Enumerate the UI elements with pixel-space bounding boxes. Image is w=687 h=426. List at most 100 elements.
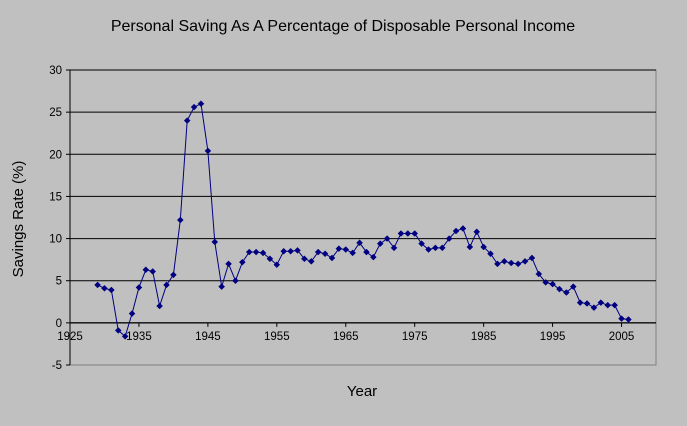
data-point: [494, 260, 501, 268]
data-point: [280, 247, 288, 255]
data-point: [170, 271, 177, 279]
x-tick-label: 1945: [195, 331, 221, 343]
x-tick-label: 1985: [471, 331, 497, 343]
x-tick-label: 1955: [264, 331, 290, 343]
data-point: [452, 227, 460, 235]
data-point: [190, 103, 198, 111]
data-point: [473, 228, 481, 236]
data-point: [611, 301, 618, 309]
data-point: [404, 230, 412, 237]
data-point: [225, 260, 232, 268]
data-point: [390, 244, 398, 252]
data-point: [542, 279, 550, 286]
data-point: [487, 250, 494, 258]
data-point: [245, 248, 253, 256]
data-point: [321, 250, 329, 258]
y-tick-label: 30: [49, 65, 62, 77]
data-point: [480, 243, 488, 251]
data-point: [363, 248, 370, 256]
data-point: [287, 247, 294, 255]
data-point: [500, 257, 508, 265]
data-point: [108, 286, 115, 294]
y-tick-label: 10: [49, 234, 62, 246]
data-point: [625, 316, 632, 323]
data-point: [218, 283, 226, 290]
data-point: [521, 257, 529, 265]
data-point: [425, 246, 432, 253]
data-point: [445, 235, 453, 242]
data-point: [507, 259, 515, 267]
x-tick-label: 1925: [57, 331, 83, 343]
data-point: [459, 225, 467, 232]
data-point: [204, 147, 212, 155]
data-point: [197, 100, 205, 108]
data-point: [335, 245, 343, 253]
data-point: [618, 315, 625, 322]
x-tick-labels: 1925 1935 1945 1955 1965 1975 1985 1995 2005: [57, 331, 634, 343]
data-point: [211, 238, 219, 246]
y-tick-labels: 30 25 20 15 10 5 0 -5: [49, 65, 62, 372]
data-point: [273, 261, 281, 269]
data-point: [383, 235, 391, 242]
data-point: [397, 230, 405, 237]
data-point: [128, 310, 136, 317]
data-point: [259, 249, 267, 257]
data-point: [376, 240, 384, 247]
data-point: [183, 117, 191, 124]
x-tick-label: 1965: [333, 331, 359, 343]
data-point: [418, 240, 425, 247]
data-point: [535, 270, 543, 278]
axes: [66, 69, 656, 366]
data-point: [252, 248, 260, 256]
y-tick-label: 25: [49, 107, 62, 119]
y-tick-label: -5: [52, 360, 62, 372]
data-point: [583, 300, 591, 307]
data-point: [101, 284, 108, 292]
plot-area: [69, 69, 657, 366]
data-point: [590, 304, 598, 312]
data-point: [604, 301, 612, 309]
y-tick-label: 0: [56, 318, 62, 330]
data-point: [163, 281, 170, 289]
data-point: [238, 258, 246, 266]
x-tick-label: 1935: [126, 331, 152, 343]
x-axis-title: Year: [347, 383, 377, 400]
x-tick-label: 1975: [402, 331, 428, 343]
data-point: [432, 244, 439, 252]
data-point: [142, 266, 150, 274]
data-point: [349, 249, 357, 257]
data-point: [466, 243, 474, 251]
series-group: [94, 100, 632, 340]
data-point: [232, 277, 239, 285]
data-point: [328, 254, 336, 262]
data-point: [597, 299, 605, 306]
data-point: [528, 254, 536, 262]
chart-title: Personal Saving As A Percentage of Dispo…: [111, 18, 575, 35]
y-axis-title: Savings Rate (%): [10, 161, 27, 278]
data-point: [576, 299, 584, 306]
data-point: [176, 216, 184, 224]
data-point: [569, 283, 577, 290]
data-point: [556, 285, 563, 293]
y-tick-label: 15: [49, 191, 62, 203]
data-point: [563, 289, 570, 296]
data-point: [314, 248, 322, 256]
data-point: [369, 253, 377, 261]
data-point: [307, 257, 315, 265]
y-tick-label: 5: [56, 276, 62, 288]
x-tick-label: 2005: [609, 331, 635, 343]
data-point: [438, 244, 446, 252]
x-tick-label: 1995: [540, 331, 566, 343]
data-point: [121, 332, 129, 340]
data-point: [301, 255, 308, 263]
data-point: [356, 239, 363, 247]
data-point: [114, 327, 122, 334]
data-point: [294, 247, 301, 254]
data-point: [94, 281, 101, 289]
data-point: [135, 284, 143, 291]
data-point: [411, 230, 419, 237]
data-point: [266, 255, 274, 263]
data-point: [156, 302, 163, 310]
data-point: [514, 260, 522, 268]
